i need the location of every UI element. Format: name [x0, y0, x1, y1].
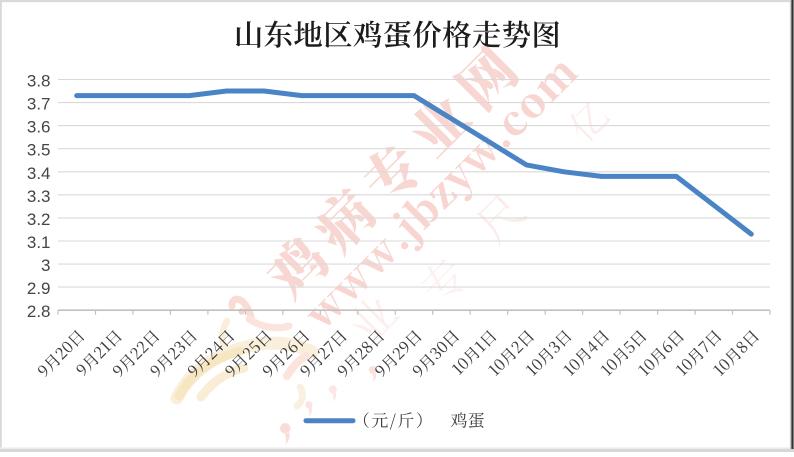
svg-text:3: 3	[41, 256, 50, 275]
svg-text:2.8: 2.8	[27, 302, 51, 321]
svg-text:3.1: 3.1	[27, 233, 51, 252]
svg-text:3.2: 3.2	[27, 210, 51, 229]
svg-text:3.3: 3.3	[27, 187, 51, 206]
svg-text:2.9: 2.9	[27, 279, 51, 298]
svg-text:3.7: 3.7	[27, 95, 51, 114]
svg-text:3.8: 3.8	[27, 72, 51, 91]
svg-text:3.4: 3.4	[27, 164, 51, 183]
svg-text:3.5: 3.5	[27, 141, 51, 160]
svg-text:3.6: 3.6	[27, 118, 51, 137]
